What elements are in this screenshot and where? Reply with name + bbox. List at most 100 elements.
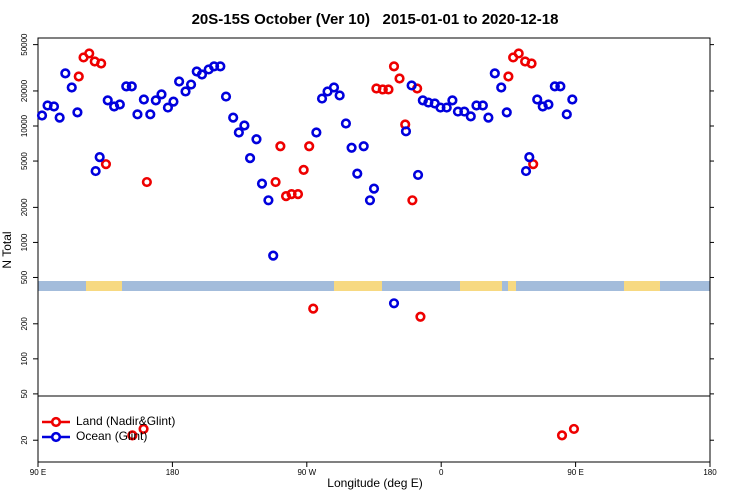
point [73, 71, 84, 82]
point [127, 430, 138, 441]
point [459, 106, 470, 117]
point [180, 86, 191, 97]
point [316, 93, 328, 104]
point [196, 69, 208, 80]
x-tick-label: 180 [703, 468, 717, 477]
point [84, 48, 95, 59]
y-tick-label: 10000 [20, 114, 29, 137]
point [489, 68, 500, 79]
point [102, 95, 113, 106]
legend-entry: Land (Nadir&Glint) [42, 414, 175, 428]
point [549, 81, 560, 92]
y-tick-label: 1000 [20, 233, 29, 251]
point [60, 68, 71, 79]
point [364, 195, 376, 206]
point [156, 89, 167, 100]
point [311, 127, 322, 138]
point [358, 141, 369, 152]
point [121, 81, 132, 92]
point [268, 250, 279, 261]
point [90, 165, 101, 177]
y-tick-label: 50 [20, 389, 29, 398]
point [239, 120, 250, 131]
point [220, 91, 232, 102]
point [556, 430, 568, 441]
point [383, 84, 394, 95]
point [72, 107, 83, 118]
point [304, 141, 315, 152]
point [501, 107, 512, 118]
point [96, 58, 107, 69]
point [483, 112, 494, 123]
point [412, 169, 424, 181]
point [394, 73, 405, 84]
y-tick-label: 20000 [20, 79, 29, 102]
y-axis-label: N Total [0, 231, 14, 268]
legend-label: Ocean (Glint) [76, 429, 147, 443]
x-tick-label: 180 [166, 468, 180, 477]
point [233, 127, 244, 138]
land-band [86, 281, 122, 291]
point [275, 141, 286, 152]
land-strip [38, 281, 710, 291]
land-band [624, 281, 660, 291]
point [406, 80, 417, 91]
point [215, 61, 226, 72]
legend-entry: Ocean (Glint) [42, 429, 147, 443]
point [162, 102, 174, 113]
point [66, 82, 77, 93]
point [567, 94, 578, 105]
chart-title: 20S-15S October (Ver 10) 2015-01-01 to 2… [192, 11, 559, 28]
x-tick-label: 0 [439, 468, 444, 477]
point [447, 95, 458, 106]
x-tick-label: 90 E [30, 468, 46, 477]
point [561, 109, 572, 120]
point [520, 165, 532, 177]
point [141, 176, 152, 188]
point [524, 152, 535, 163]
legend-marker [50, 416, 62, 428]
point [100, 159, 112, 170]
point [36, 110, 48, 121]
point [400, 126, 412, 137]
point [503, 71, 514, 82]
x-axis-label: Longitude (deg E) [327, 476, 422, 490]
point [270, 176, 281, 188]
point [263, 195, 274, 206]
point [126, 81, 137, 92]
point [526, 58, 537, 69]
legend-marker [50, 431, 62, 443]
point [441, 102, 452, 113]
point [145, 109, 156, 120]
point [328, 82, 340, 93]
y-tick-label: 5000 [20, 152, 29, 170]
point [555, 81, 566, 92]
point [228, 112, 239, 123]
y-tick-label: 100 [20, 352, 29, 366]
land-band [508, 281, 516, 291]
plot-frame [37, 37, 711, 463]
point [415, 311, 426, 322]
point [256, 178, 268, 189]
point [388, 61, 400, 72]
point [496, 82, 507, 93]
point [138, 423, 149, 435]
point [407, 195, 418, 206]
point [388, 298, 400, 309]
point [292, 189, 304, 200]
point [54, 112, 65, 123]
point [251, 134, 262, 145]
point [513, 48, 524, 59]
x-tick-label: 90 W [297, 468, 316, 477]
x-tick-label: 90 E [567, 468, 583, 477]
point [114, 99, 125, 110]
point [346, 142, 357, 153]
y-tick-label: 200 [20, 317, 29, 331]
point [132, 109, 143, 120]
point [465, 111, 476, 122]
point [185, 79, 197, 90]
land-band [334, 281, 382, 291]
point [435, 102, 446, 113]
point [168, 96, 179, 107]
point [174, 76, 185, 87]
